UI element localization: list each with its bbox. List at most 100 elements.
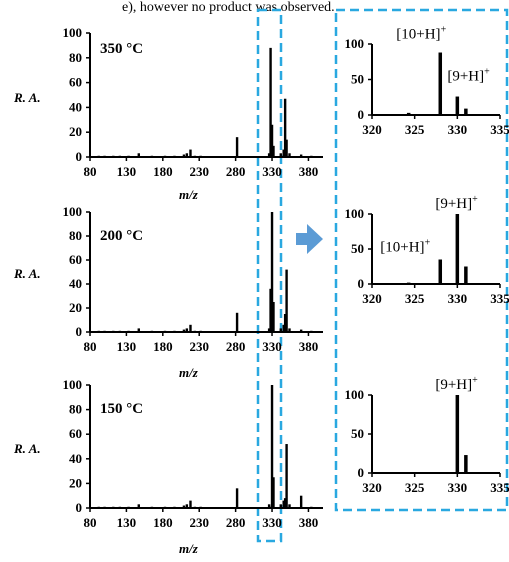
x-tick-label: 320 (362, 122, 382, 137)
bar (430, 472, 434, 473)
x-tick-label: 130 (117, 164, 137, 179)
y-tick-label: 100 (345, 36, 365, 51)
bar (280, 328, 282, 332)
bar (199, 331, 201, 332)
y-axis-label: R. A. (13, 90, 41, 105)
x-tick-label: 320 (362, 480, 382, 495)
bar (164, 507, 166, 508)
bar (186, 153, 188, 157)
x-tick-label: 330 (262, 164, 282, 179)
bar (173, 507, 175, 508)
bar (119, 331, 121, 332)
x-tick-label: 230 (189, 164, 209, 179)
y-tick-label: 80 (69, 228, 82, 243)
bar (285, 270, 287, 332)
x-tick-label: 180 (153, 164, 173, 179)
bar (194, 331, 196, 332)
x-tick-label: 330 (448, 122, 468, 137)
bar (103, 331, 105, 332)
bar (151, 156, 153, 157)
x-tick-label: 330 (262, 339, 282, 354)
x-tick-label: 230 (189, 515, 209, 530)
bar (288, 153, 290, 157)
peak-label: [9+H]+ (447, 67, 490, 85)
x-tick-label: 380 (299, 339, 319, 354)
peak-label: [10+H]+ (396, 25, 446, 43)
bar (173, 331, 175, 332)
y-tick-label: 100 (63, 377, 83, 392)
x-tick-label: 325 (405, 122, 425, 137)
bar (272, 477, 274, 508)
y-tick-label: 40 (69, 99, 82, 114)
peak-label: [10+H]+ (380, 238, 430, 256)
y-tick-label: 40 (69, 276, 82, 291)
x-tick-label: 80 (84, 339, 97, 354)
bar (119, 156, 121, 157)
bar (383, 472, 387, 473)
bar (236, 313, 238, 332)
temperature-label: 200 °C (100, 228, 143, 244)
bar (310, 156, 312, 157)
x-tick-label: 330 (448, 480, 468, 495)
peak-label: [9+H]+ (435, 194, 478, 212)
bar (189, 501, 191, 508)
x-tick-label: 280 (226, 515, 246, 530)
temperature-label: 350 °C (100, 41, 143, 57)
temperature-label: 150 °C (100, 401, 143, 417)
bar (103, 156, 105, 157)
bar (98, 507, 100, 508)
x-tick-label: 130 (117, 339, 137, 354)
y-tick-label: 0 (76, 149, 83, 164)
bar (400, 472, 404, 473)
bar (112, 331, 114, 332)
bar (183, 330, 185, 332)
bar (272, 146, 274, 157)
bar (288, 328, 290, 332)
bar (119, 507, 121, 508)
bar (280, 504, 282, 508)
bar (183, 506, 185, 508)
bar (439, 472, 443, 473)
x-axis-label: m/z (179, 365, 199, 380)
bar (464, 109, 468, 115)
bar (310, 331, 312, 332)
x-tick-label: 180 (153, 515, 173, 530)
bar (464, 455, 468, 473)
y-tick-label: 20 (69, 124, 82, 139)
bar (300, 330, 302, 332)
bar (138, 153, 140, 157)
bar (407, 113, 411, 115)
bar (186, 504, 188, 508)
bar (127, 156, 129, 157)
bar (456, 97, 460, 115)
bar (387, 283, 391, 284)
x-axis-label: m/z (179, 187, 199, 202)
x-tick-label: 380 (299, 164, 319, 179)
bar (186, 328, 188, 332)
y-axis-label: R. A. (13, 266, 41, 281)
bar (199, 156, 201, 157)
bar (236, 137, 238, 157)
y-tick-label: 60 (69, 252, 82, 267)
y-tick-label: 0 (358, 465, 365, 480)
bar (285, 444, 287, 508)
bar (439, 260, 443, 285)
bar (285, 140, 287, 157)
y-tick-label: 0 (76, 324, 83, 339)
bar (407, 283, 411, 284)
x-tick-label: 335 (490, 291, 509, 306)
x-tick-label: 130 (117, 515, 137, 530)
x-axis-label: m/z (179, 541, 199, 556)
x-tick-label: 380 (299, 515, 319, 530)
y-tick-label: 50 (351, 72, 364, 87)
x-tick-label: 230 (189, 339, 209, 354)
bar (173, 156, 175, 157)
x-tick-label: 335 (490, 122, 509, 137)
y-tick-label: 80 (69, 402, 82, 417)
x-tick-label: 330 (262, 515, 282, 530)
bar (127, 331, 129, 332)
bar (387, 114, 391, 115)
